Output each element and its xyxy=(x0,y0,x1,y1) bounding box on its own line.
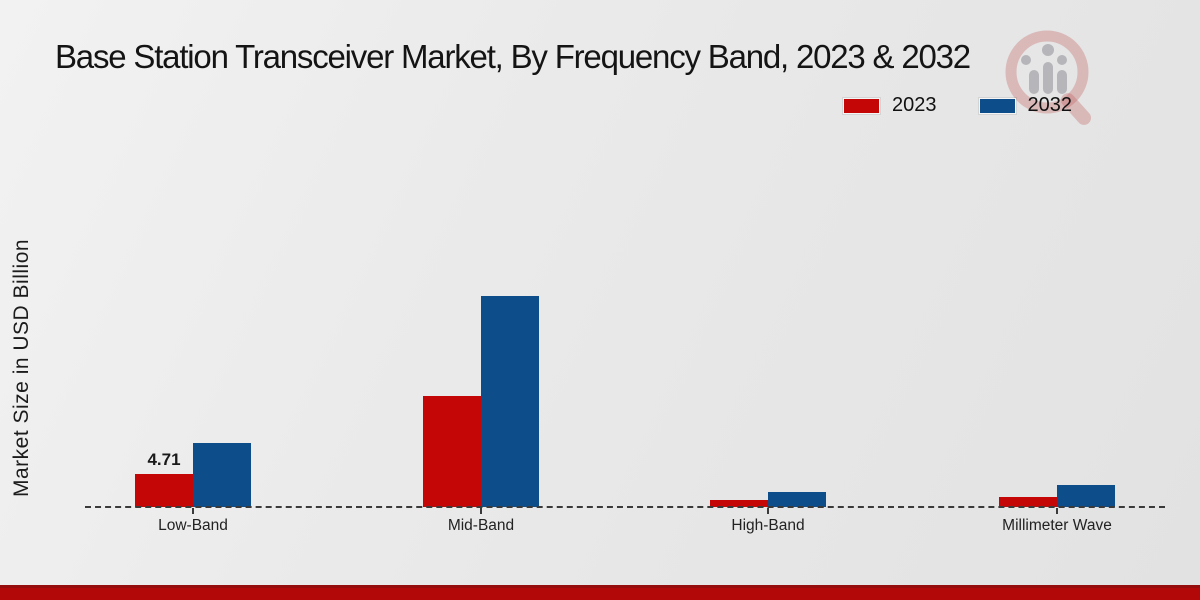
category-label-low-band: Low-Band xyxy=(158,517,228,534)
legend-item-2023: 2023 xyxy=(843,94,937,117)
x-axis-tick xyxy=(1056,508,1058,514)
bar-2023-mid-band xyxy=(423,396,481,507)
bar-2032-low-band xyxy=(193,443,251,507)
category-label-mid-band: Mid-Band xyxy=(447,517,515,534)
bar-value-label: 4.71 xyxy=(147,450,181,469)
x-axis-baseline xyxy=(85,506,1165,508)
x-axis-tick xyxy=(767,508,769,514)
bar-2032-mid-band xyxy=(481,296,539,507)
x-axis-tick xyxy=(192,508,194,514)
legend: 2023 2032 xyxy=(843,94,1072,117)
legend-item-2032: 2032 xyxy=(978,94,1073,117)
x-axis-tick xyxy=(480,508,482,514)
legend-label-2032: 2032 xyxy=(1027,94,1073,116)
bar-2023-millimeter-wave xyxy=(999,497,1057,507)
bar-2023-low-band xyxy=(135,474,193,507)
bar-2032-millimeter-wave xyxy=(1057,485,1115,507)
bar-2032-high-band xyxy=(768,492,826,507)
bar-2023-high-band xyxy=(710,500,768,507)
legend-swatch-2023 xyxy=(843,97,880,114)
legend-swatch-2032 xyxy=(978,97,1016,114)
legend-label-2023: 2023 xyxy=(892,94,937,116)
chart-title: Base Station Transceiver Market, By Freq… xyxy=(55,38,971,75)
category-label-millimeter-wave: Millimeter Wave xyxy=(1002,517,1112,534)
footer-accent-bar xyxy=(0,585,1200,600)
category-label-high-band: High-Band xyxy=(731,517,805,534)
